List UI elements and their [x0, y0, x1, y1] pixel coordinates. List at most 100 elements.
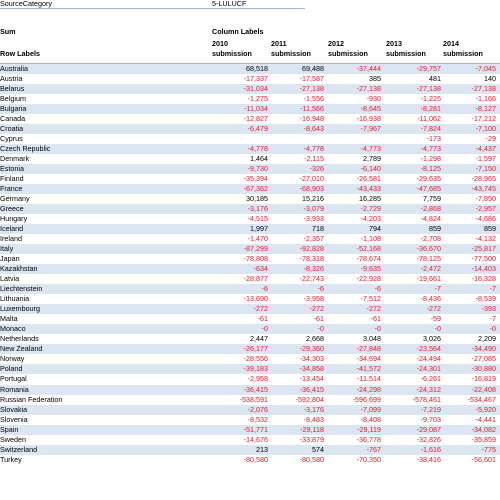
table-cell[interactable]: -29,087 [416, 424, 441, 434]
row-label[interactable]: Slovakia [0, 404, 28, 414]
table-cell[interactable]: -14,676 [243, 434, 268, 444]
table-cell[interactable]: -8,436 [420, 294, 441, 304]
table-cell[interactable]: -67,362 [243, 184, 268, 194]
table-cell[interactable]: -16,938 [356, 114, 381, 124]
table-cell[interactable]: -29 [485, 134, 496, 144]
table-cell[interactable]: -7,824 [420, 124, 441, 134]
row-label[interactable]: Italy [0, 244, 14, 254]
table-cell[interactable]: -2,958 [247, 374, 268, 384]
table-cell[interactable]: -30,880 [471, 364, 496, 374]
table-cell[interactable]: -51,771 [243, 424, 268, 434]
table-row[interactable]: Hungary -4,515 -3,933 -4,203 -4,824 -4,686 [0, 214, 500, 224]
table-cell[interactable]: -3,958 [303, 294, 324, 304]
table-cell[interactable]: -2,708 [420, 234, 441, 244]
table-cell[interactable]: -1,298 [420, 154, 441, 164]
table-cell[interactable]: -4,132 [475, 234, 496, 244]
table-row[interactable]: Belgium -1,275 -1,556 -930 -1,225 -1,166 [0, 94, 500, 104]
table-cell[interactable]: -32,826 [416, 434, 441, 444]
table-row[interactable]: Netherlands 2,447 2,668 3,048 3,026 2,209 [0, 334, 500, 344]
table-cell[interactable]: -326 [309, 164, 324, 174]
table-cell[interactable]: -0 [317, 324, 324, 334]
table-cell[interactable]: -6,479 [247, 124, 268, 134]
table-row[interactable]: Germany 30,185 15,216 16,285 7,759 -7,850 [0, 194, 500, 204]
table-cell[interactable]: -34,490 [471, 344, 496, 354]
table-cell[interactable]: -1,166 [475, 94, 496, 104]
table-cell[interactable]: -26,581 [356, 174, 381, 184]
table-row[interactable]: New Zealand -26,177 -29,360 -27,848 -23,564 -… [0, 344, 500, 355]
table-cell[interactable]: -68,903 [299, 184, 324, 194]
table-cell[interactable]: -8,408 [360, 414, 381, 424]
table-cell[interactable]: -78,808 [243, 254, 268, 264]
table-row[interactable]: Russian Federation -538,591 -592,804 -596,6… [0, 395, 500, 405]
row-label[interactable]: Finland [0, 174, 24, 184]
table-cell[interactable]: -7 [434, 284, 441, 294]
table-cell[interactable]: -29,360 [299, 344, 324, 354]
filter-value[interactable]: 5-LULUCF [212, 0, 247, 8]
table-cell[interactable]: -80,580 [299, 454, 324, 464]
row-label[interactable]: Bulgaria [0, 104, 27, 114]
table-cell[interactable]: 385 [369, 74, 381, 84]
table-cell[interactable]: -272 [426, 304, 441, 314]
table-row[interactable]: Belarus -31,034 -27,138 -27,138 -27,138 -27,1… [0, 84, 500, 95]
row-label[interactable]: Latvia [0, 274, 20, 284]
table-cell[interactable]: -11,566 [300, 104, 324, 114]
table-cell[interactable]: -92,828 [299, 244, 324, 254]
table-cell[interactable]: -2,357 [303, 234, 324, 244]
table-cell[interactable]: -767 [366, 444, 381, 454]
table-cell[interactable]: 1,997 [250, 224, 268, 234]
table-cell[interactable]: 16,285 [359, 194, 381, 204]
table-cell[interactable]: -34,082 [471, 424, 496, 434]
table-cell[interactable]: -3,933 [303, 214, 324, 224]
table-cell[interactable]: -7 [489, 314, 496, 324]
table-cell[interactable]: -22,743 [299, 274, 324, 284]
table-cell[interactable]: -12,827 [243, 114, 268, 124]
table-cell[interactable]: -4,778 [303, 144, 324, 154]
table-cell[interactable]: -4,515 [247, 214, 268, 224]
table-cell[interactable]: -27,138 [471, 84, 496, 94]
table-cell[interactable]: -2,957 [475, 204, 496, 214]
table-cell[interactable]: -37,444 [356, 64, 381, 73]
table-cell[interactable]: -4,824 [420, 214, 441, 224]
table-row[interactable]: Norway -28,556 -34,303 -34,694 -24,494 -27,08… [0, 354, 500, 364]
table-cell[interactable]: -29,119 [357, 424, 381, 434]
row-label[interactable]: Germany [0, 194, 30, 204]
table-cell[interactable]: -27,138 [356, 84, 381, 94]
table-cell[interactable]: -13,454 [299, 374, 324, 384]
table-cell[interactable]: 2,209 [478, 334, 496, 344]
table-cell[interactable]: -272 [366, 304, 381, 314]
table-cell[interactable]: -27,138 [299, 84, 324, 94]
table-row[interactable]: Iceland 1,997 718 794 859 859 [0, 224, 500, 235]
table-cell[interactable]: -24,312 [416, 384, 441, 394]
table-cell[interactable]: 140 [484, 74, 496, 84]
table-cell[interactable]: -1,597 [475, 154, 496, 164]
table-cell[interactable]: -78,318 [299, 254, 324, 264]
table-cell[interactable]: 794 [369, 224, 381, 234]
table-cell[interactable]: -36,778 [356, 434, 381, 444]
table-cell[interactable]: -34,303 [299, 354, 324, 364]
row-label[interactable]: Slovenia [0, 414, 28, 424]
row-label[interactable]: Greece [0, 204, 24, 214]
table-cell[interactable]: -17,337 [243, 74, 268, 84]
table-cell[interactable]: -16,328 [471, 274, 496, 284]
table-cell[interactable]: -33,879 [299, 434, 324, 444]
table-cell[interactable]: -27,138 [416, 84, 441, 94]
table-cell[interactable]: -26,177 [243, 344, 268, 354]
table-cell[interactable]: -17,212 [471, 114, 496, 124]
table-cell[interactable]: -272 [253, 304, 268, 314]
table-cell[interactable]: -1,556 [303, 94, 324, 104]
table-row[interactable]: Romania -36,415 -36,415 -24,298 -24,312 -22,4… [0, 384, 500, 395]
table-cell[interactable]: -23,564 [416, 344, 441, 354]
table-cell[interactable]: -0 [489, 324, 496, 334]
table-cell[interactable]: -8,127 [475, 104, 496, 114]
table-cell[interactable]: 69,488 [302, 64, 324, 73]
table-cell[interactable]: -7,967 [360, 124, 381, 134]
row-label[interactable]: Belarus [0, 84, 25, 94]
row-label[interactable]: Kazakhstan [0, 264, 38, 274]
table-cell[interactable]: -3,176 [247, 204, 268, 214]
table-cell[interactable]: 2,789 [363, 154, 381, 164]
table-cell[interactable]: -1,225 [420, 94, 441, 104]
row-label[interactable]: Netherlands [0, 334, 39, 344]
table-row[interactable]: Kazakhstan -634 -8,326 -9,635 -2,472 -14,403 [0, 264, 500, 275]
table-cell[interactable]: -17,587 [299, 74, 324, 84]
table-cell[interactable]: -27,085 [471, 354, 496, 364]
